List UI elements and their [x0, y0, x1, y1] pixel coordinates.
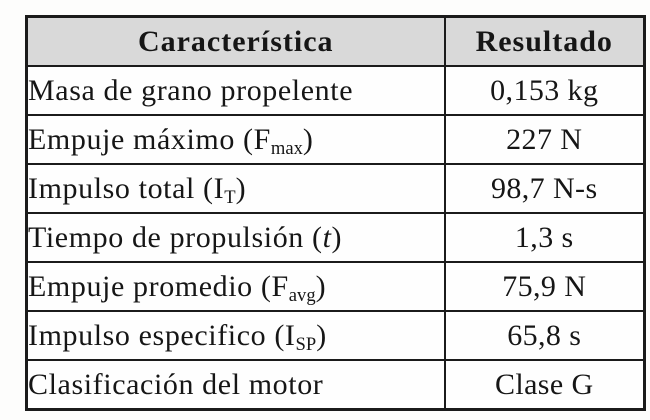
table-row: Empuje máximo (Fmax) 227 N: [25, 114, 646, 165]
column-header-resultado: Resultado: [443, 15, 646, 67]
result-cell: Clase G: [443, 359, 646, 411]
results-table-container: Característica Resultado Masa de grano p…: [25, 15, 646, 411]
characteristic-cell: Impulso total (IT): [25, 163, 446, 214]
characteristic-cell: Clasificación del motor: [25, 359, 446, 411]
table-row: Impulso especifico (ISP) 65,8 s: [25, 310, 646, 361]
table-row: Masa de grano propelente 0,153 kg: [25, 65, 646, 116]
table-row: Clasificación del motor Clase G: [25, 359, 646, 411]
table-row: Tiempo de propulsión (t) 1,3 s: [25, 212, 646, 263]
characteristic-cell: Masa de grano propelente: [25, 65, 446, 116]
table-row: Empuje promedio (Favg) 75,9 N: [25, 261, 646, 312]
result-cell: 75,9 N: [443, 261, 646, 312]
results-table: Característica Resultado Masa de grano p…: [25, 15, 646, 411]
characteristic-cell: Empuje promedio (Favg): [25, 261, 446, 312]
characteristic-cell: Empuje máximo (Fmax): [25, 114, 446, 165]
table-row: Impulso total (IT) 98,7 N-s: [25, 163, 646, 214]
result-cell: 0,153 kg: [443, 65, 646, 116]
result-cell: 1,3 s: [443, 212, 646, 263]
header-row: Característica Resultado: [25, 15, 646, 67]
result-cell: 98,7 N-s: [443, 163, 646, 214]
result-cell: 227 N: [443, 114, 646, 165]
column-header-caracteristica: Característica: [25, 15, 446, 67]
table-body: Masa de grano propelente 0,153 kg Empuje m…: [25, 65, 646, 411]
characteristic-cell: Impulso especifico (ISP): [25, 310, 446, 361]
characteristic-cell: Tiempo de propulsión (t): [25, 212, 446, 263]
result-cell: 65,8 s: [443, 310, 646, 361]
